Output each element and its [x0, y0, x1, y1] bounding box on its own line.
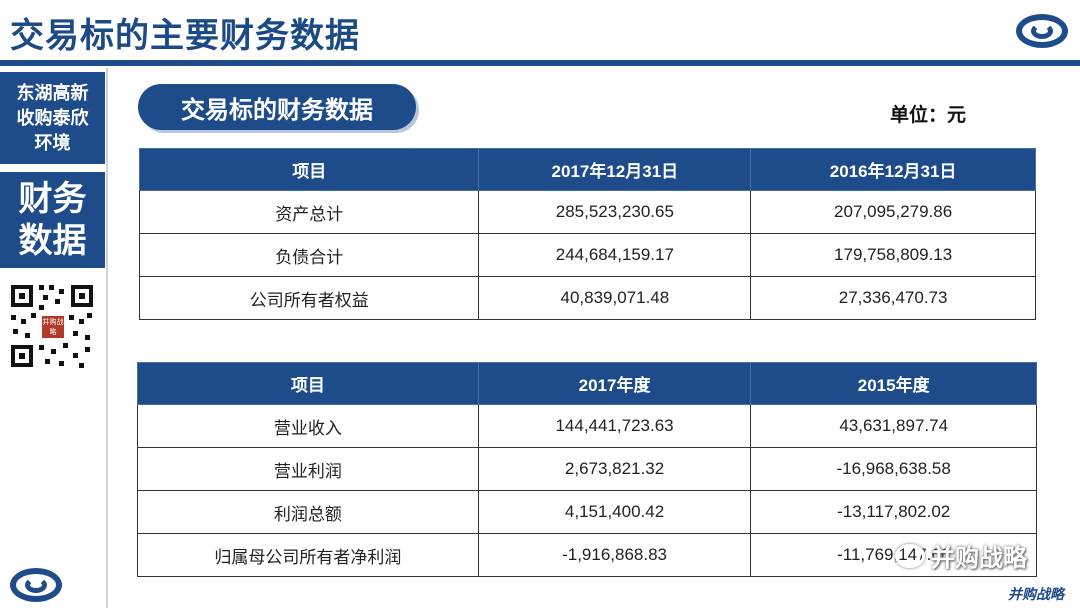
table-header-row: 项目 2017年12月31日 2016年12月31日 — [138, 148, 1036, 191]
table-row: 资产总计 285,523,230.65 207,095,279.86 — [138, 190, 1036, 234]
cell-value: -13,117,802.02 — [750, 490, 1037, 534]
company-logo-icon — [1016, 14, 1068, 48]
title-bar: 交易标的主要财务数据 — [0, 0, 1080, 62]
column-header: 2015年度 — [750, 362, 1037, 405]
cell-value: 207,095,279.86 — [750, 190, 1036, 234]
wechat-icon — [895, 543, 925, 568]
sidebar-topic-line: 环境 — [34, 132, 71, 154]
section-title-pill: 交易标的财务数据 — [138, 84, 416, 130]
cell-value: 4,151,400.42 — [477, 490, 752, 534]
sidebar-topic-line: 东湖高新 — [16, 82, 89, 104]
row-label: 营业利润 — [137, 447, 479, 491]
column-header: 项目 — [138, 148, 480, 191]
qr-pattern — [11, 285, 92, 368]
cell-value: 43,631,897.74 — [750, 404, 1037, 448]
cell-value: 285,523,230.65 — [478, 190, 752, 234]
cell-value: -16,968,638.58 — [750, 447, 1037, 491]
table-row: 负债合计 244,684,159.17 179,758,809.13 — [138, 233, 1036, 277]
table-row: 利润总额 4,151,400.42 -13,117,802.02 — [137, 490, 1037, 534]
column-header: 2017年12月31日 — [478, 148, 752, 191]
balance-sheet-table: 项目 2017年12月31日 2016年12月31日 资产总计 285,523,… — [138, 148, 1036, 320]
column-header: 项目 — [137, 362, 479, 405]
table-header-row: 项目 2017年度 2015年度 — [137, 362, 1037, 405]
table-row: 营业利润 2,673,821.32 -16,968,638.58 — [137, 447, 1037, 491]
qr-finder — [71, 285, 93, 307]
sidebar-divider — [106, 68, 108, 608]
row-label: 公司所有者权益 — [138, 276, 480, 320]
cell-value: 40,839,071.48 — [478, 276, 752, 320]
page-title: 交易标的主要财务数据 — [10, 16, 360, 56]
sidebar-section-block: 财务 数据 — [0, 172, 105, 268]
watermark-text: 并购战略 — [931, 544, 1027, 572]
title-divider — [0, 60, 1080, 66]
row-label: 资产总计 — [138, 190, 480, 234]
qr-finder — [11, 285, 33, 307]
watermark: 并购战略 — [895, 538, 1027, 573]
table-row: 公司所有者权益 40,839,071.48 27,336,470.73 — [138, 276, 1036, 320]
cell-value: -1,916,868.83 — [477, 533, 752, 577]
unit-label: 单位：元 — [890, 104, 967, 126]
qr-stamp-logo: 并购战略 — [42, 316, 64, 338]
qr-finder — [11, 345, 33, 367]
company-logo-icon — [10, 568, 62, 602]
cell-value: 27,336,470.73 — [750, 276, 1036, 320]
cell-value: 244,684,159.17 — [478, 233, 752, 277]
sidebar-section-line: 财务 — [18, 179, 87, 219]
cell-value: 2,673,821.32 — [477, 447, 752, 491]
column-header: 2016年12月31日 — [750, 148, 1036, 191]
qr-code-icon: 并购战略 — [9, 283, 95, 369]
sidebar-section-line: 数据 — [18, 221, 87, 261]
row-label: 负债合计 — [138, 233, 480, 277]
brand-label: 并购战略 — [1008, 587, 1064, 603]
sidebar-topic-block: 东湖高新 收购泰欣 环境 — [0, 72, 105, 164]
cell-value: 179,758,809.13 — [750, 233, 1036, 277]
row-label: 利润总额 — [137, 490, 479, 534]
sidebar-topic-line: 收购泰欣 — [16, 107, 89, 129]
table-row: 营业收入 144,441,723.63 43,631,897.74 — [137, 404, 1037, 448]
row-label: 归属母公司所有者净利润 — [137, 533, 479, 577]
cell-value: 144,441,723.63 — [477, 404, 752, 448]
column-header: 2017年度 — [477, 362, 752, 405]
income-statement-table: 项目 2017年度 2015年度 营业收入 144,441,723.63 43,… — [137, 362, 1037, 577]
row-label: 营业收入 — [137, 404, 479, 448]
